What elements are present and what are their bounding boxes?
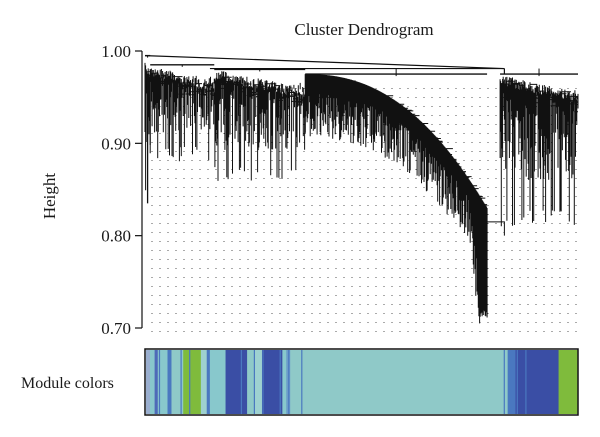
module-color-stripe [279, 350, 281, 414]
y-axis-ticks: 1.00 0.90 0.80 0.70 [101, 42, 142, 338]
y-tick-label-0: 1.00 [101, 42, 131, 61]
module-color-segment [515, 350, 559, 414]
module-color-segment [146, 350, 151, 414]
module-color-stripe [516, 350, 518, 414]
module-color-segment [290, 350, 509, 414]
module-color-stripe [180, 350, 182, 414]
module-color-stripe [301, 350, 303, 414]
module-color-segment [149, 350, 156, 414]
module-color-stripe [525, 350, 527, 414]
y-tick-label-3: 0.70 [101, 319, 131, 338]
module-color-segment [225, 350, 248, 414]
module-color-segment [154, 350, 159, 414]
module-color-segment [209, 350, 226, 414]
dendrogram-left-tail-branch [144, 62, 151, 191]
module-color-segment [183, 350, 202, 414]
module-color-segment [507, 350, 516, 414]
module-color-segment [247, 350, 256, 414]
module-color-segment [200, 350, 208, 414]
dendrogram-big-sloping-branch [304, 74, 488, 324]
dendrogram-branch-1 [149, 68, 215, 162]
module-color-stripe [158, 350, 161, 414]
module-color-stripe [189, 350, 191, 414]
module-color-segment [261, 350, 283, 414]
module-color-segment [171, 350, 184, 414]
root-link [144, 55, 505, 70]
module-color-segment [167, 350, 172, 414]
module-color-stripe [288, 350, 290, 414]
module-color-segment [157, 350, 168, 414]
module-color-segment [206, 350, 211, 414]
module-color-stripe [253, 350, 255, 414]
y-tick-label-2: 0.80 [101, 227, 131, 246]
module-colors-bar-frame [144, 348, 579, 416]
module-color-segment [282, 350, 287, 414]
module-color-segment [558, 350, 578, 414]
module-color-stripe [167, 350, 169, 414]
module-color-stripe [262, 350, 264, 414]
sloping-branch-tail [487, 221, 505, 236]
dendrogram-tree [144, 54, 579, 324]
module-color-stripe [240, 350, 242, 414]
dendrogram-right-branch [499, 76, 579, 227]
module-color-stripe [503, 350, 505, 414]
module-color-segment [254, 350, 263, 414]
y-tick-label-1: 0.90 [101, 134, 131, 153]
module-colors-bar [146, 350, 578, 414]
chart-title: Cluster Dendrogram [294, 20, 433, 39]
dendrogram-branch-2 [213, 71, 306, 181]
y-axis-title: Height [40, 173, 59, 220]
module-colors-label: Module colors [21, 375, 114, 392]
